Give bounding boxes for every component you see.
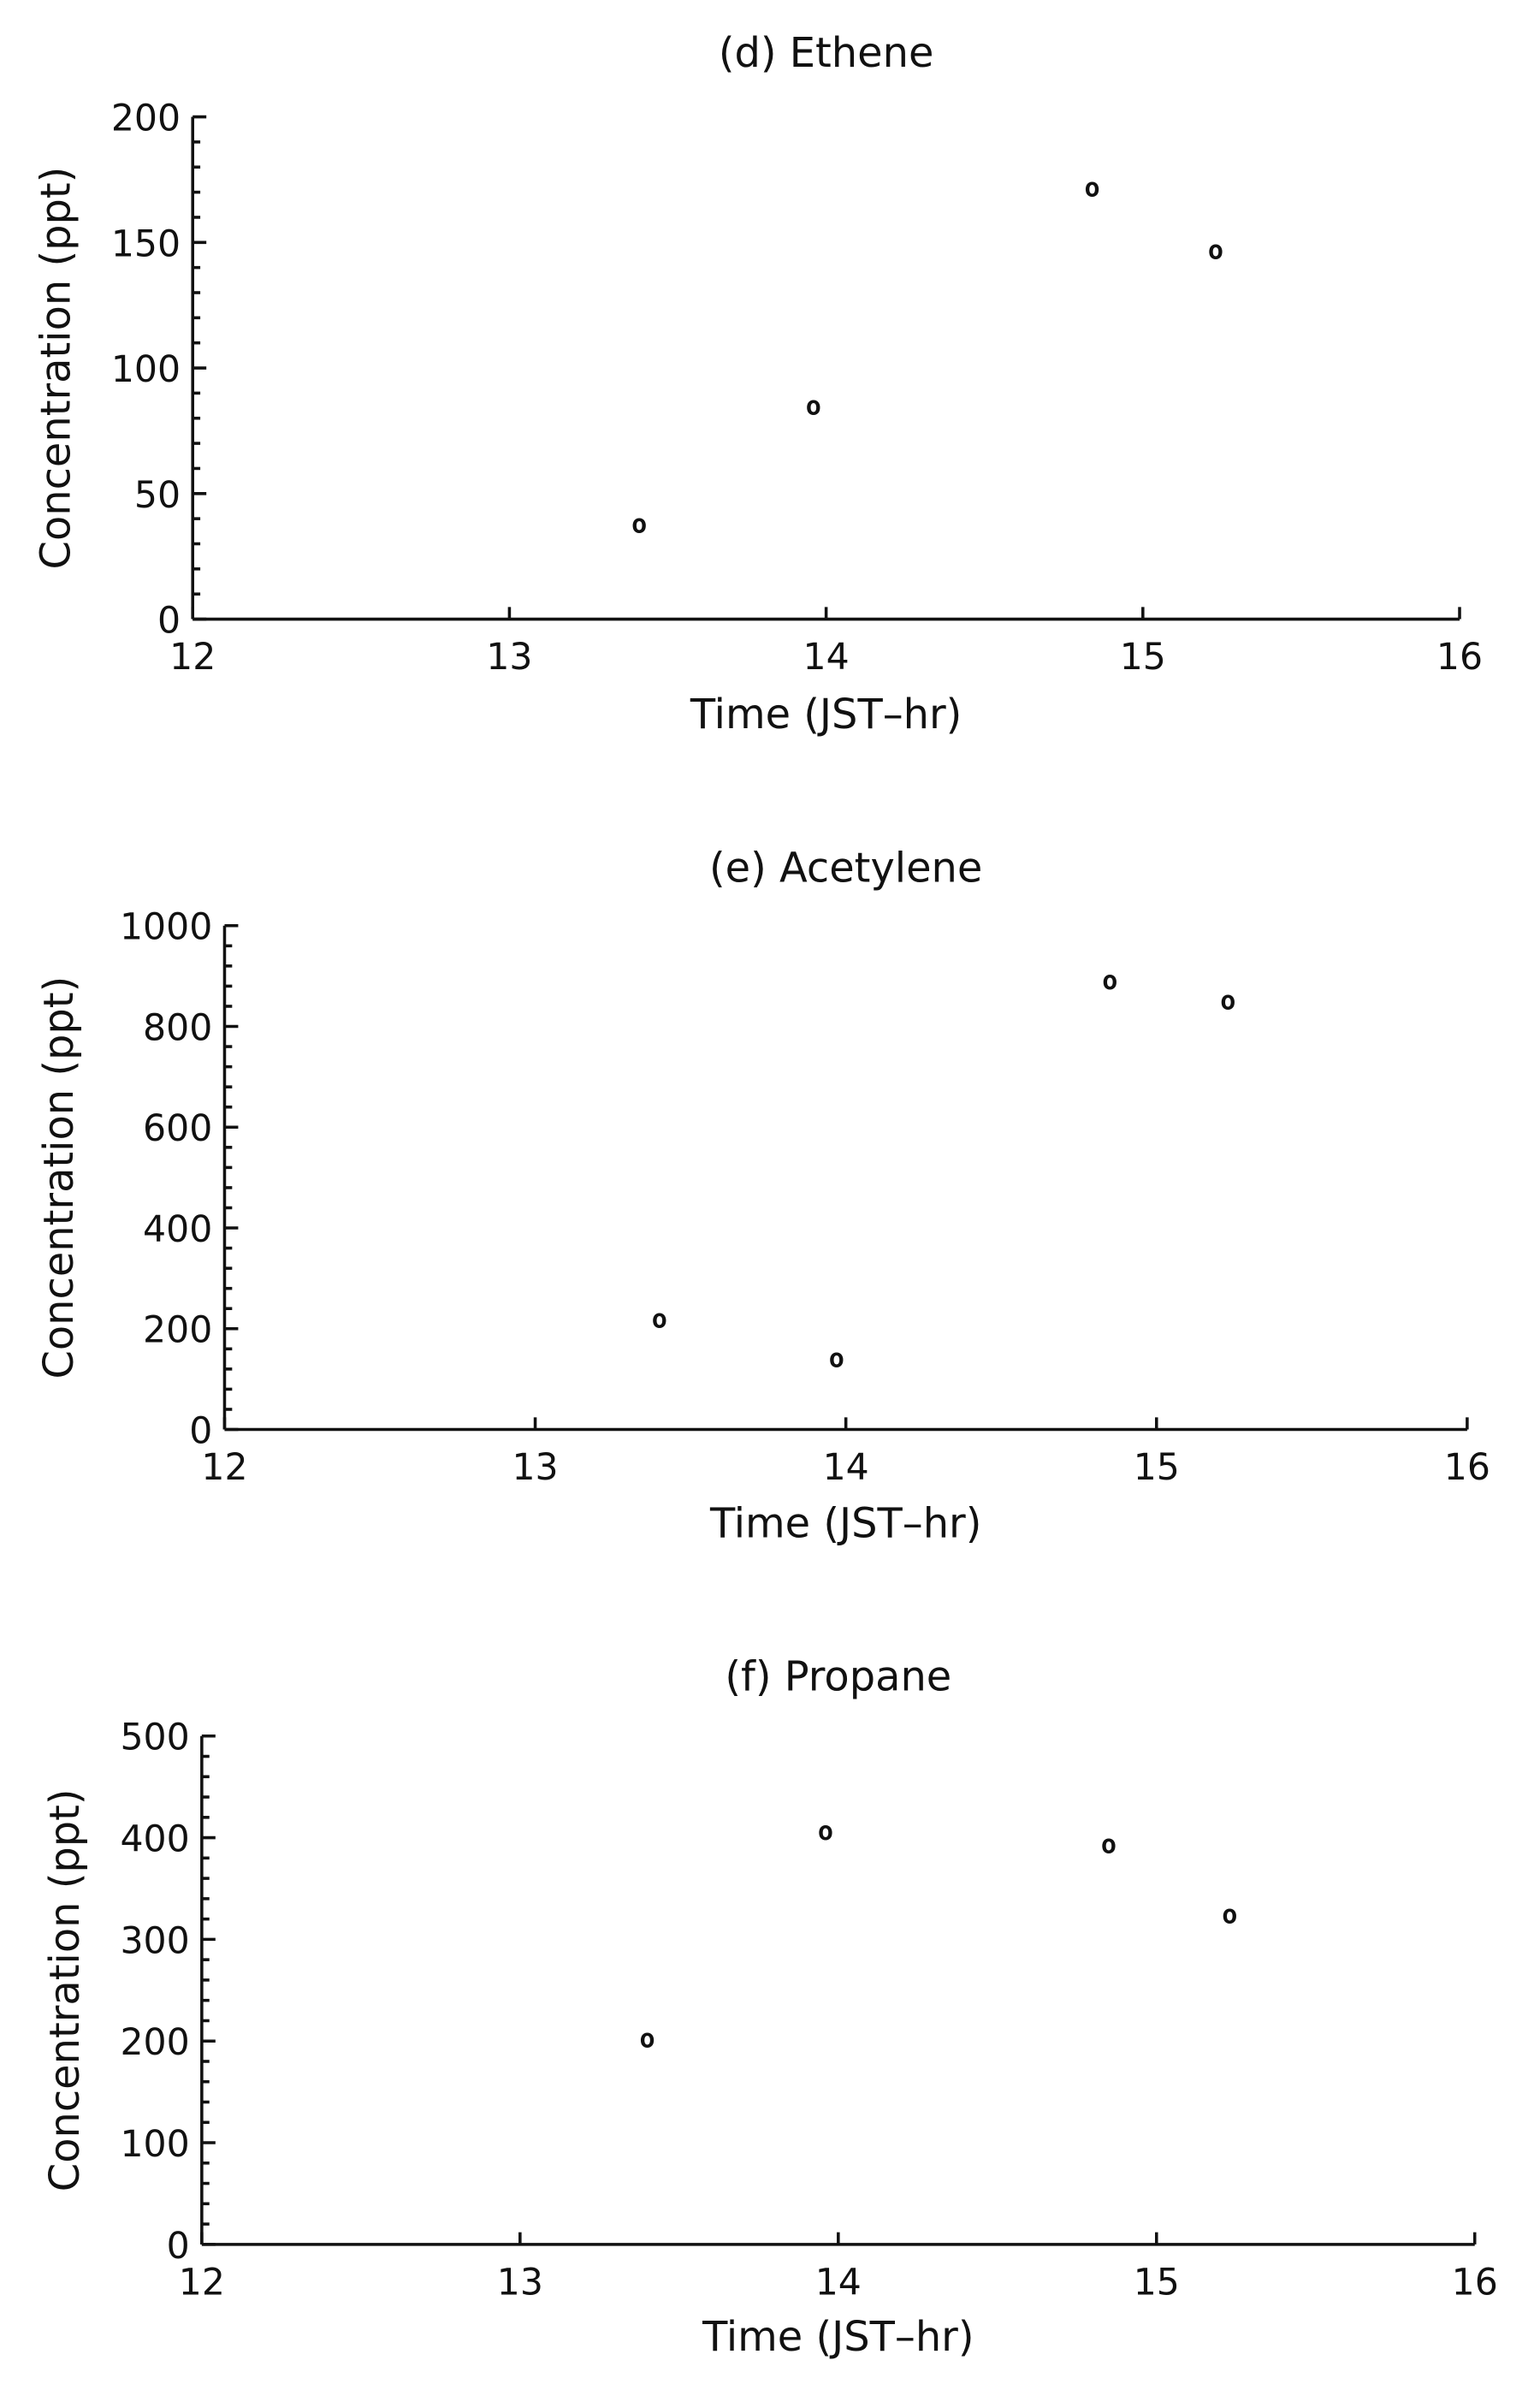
chart-panel-0: (d) Ethene 12 13 14 15 16 0 50 100 150 200 Time (JS… <box>33 30 1483 738</box>
x-tick-label: 15 <box>1120 636 1166 679</box>
x-axis-label: Time (JST–hr) <box>690 691 962 738</box>
y-axis-label: Concentration (ppt) <box>36 976 83 1379</box>
x-tick-label: 16 <box>1444 1446 1490 1489</box>
data-point: o <box>631 510 647 540</box>
x-tick-label: 15 <box>1134 1446 1180 1489</box>
chart-panel-1: (e) Acetylene 12 13 14 15 16 0 200 400 600 800 1000… <box>36 845 1490 1547</box>
data-point: o <box>806 392 821 422</box>
y-tick-label: 300 <box>120 1919 189 1962</box>
y-tick-label: 1000 <box>120 906 212 949</box>
x-tick-label: 16 <box>1452 2261 1498 2304</box>
x-tick-label: 13 <box>497 2261 543 2304</box>
chart-title: (f) Propane <box>725 1654 951 1701</box>
y-tick-label: 400 <box>120 1818 189 1861</box>
x-tick-label: 12 <box>169 636 216 679</box>
y-axis-label: Concentration (ppt) <box>33 167 80 570</box>
y-tick-label: 400 <box>143 1208 212 1251</box>
data-point: o <box>1208 236 1223 266</box>
y-tick-label: 50 <box>134 474 181 517</box>
y-tick-label: 0 <box>189 1409 212 1452</box>
data-point: o <box>1102 966 1117 996</box>
y-tick-label: 500 <box>120 1717 189 1759</box>
y-tick-label: 0 <box>157 600 181 643</box>
chart-title: (e) Acetylene <box>709 845 982 892</box>
data-point: o <box>1101 1830 1116 1859</box>
y-tick-label: 200 <box>111 98 181 140</box>
y-axis-label: Concentration (ppt) <box>42 1788 89 2191</box>
data-point: o <box>652 1305 667 1335</box>
x-axis-label: Time (JST–hr) <box>709 1500 981 1547</box>
y-tick-label: 100 <box>111 348 181 391</box>
y-tick-label: 100 <box>120 2123 189 2166</box>
data-point: o <box>829 1344 844 1374</box>
x-tick-label: 14 <box>803 636 850 679</box>
x-tick-label: 13 <box>512 1446 558 1489</box>
x-tick-label: 12 <box>179 2261 225 2304</box>
y-tick-label: 150 <box>111 222 181 265</box>
x-tick-label: 15 <box>1134 2261 1180 2304</box>
data-point: o <box>640 2024 655 2054</box>
x-tick-label: 14 <box>823 1446 869 1489</box>
y-tick-label: 800 <box>143 1006 212 1049</box>
x-tick-label: 13 <box>486 636 532 679</box>
data-point: o <box>1085 173 1100 203</box>
data-point: o <box>1222 1900 1237 1930</box>
x-axis-label: Time (JST–hr) <box>702 2314 974 2361</box>
x-tick-label: 12 <box>201 1446 247 1489</box>
x-tick-label: 16 <box>1436 636 1483 679</box>
x-tick-label: 14 <box>815 2261 862 2304</box>
chart-title: (d) Ethene <box>719 30 934 77</box>
data-point: o <box>1220 987 1235 1017</box>
y-tick-label: 600 <box>143 1107 212 1150</box>
y-tick-label: 0 <box>167 2225 190 2268</box>
y-tick-label: 200 <box>120 2021 189 2064</box>
data-point: o <box>818 1817 833 1847</box>
y-tick-label: 200 <box>143 1309 212 1352</box>
chart-panel-2: (f) Propane 12 13 14 15 16 0 100 200 300 400 500 Tim… <box>42 1654 1498 2361</box>
